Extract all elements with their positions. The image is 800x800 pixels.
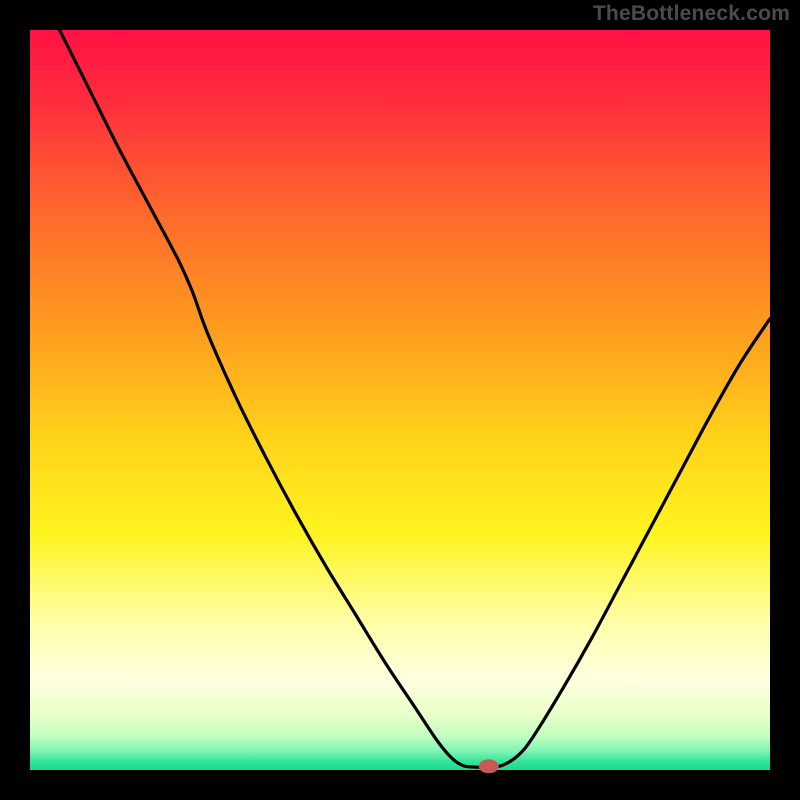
bottleneck-chart: [0, 0, 800, 800]
watermark-text: TheBottleneck.com: [593, 2, 790, 26]
chart-plot-area: [30, 30, 770, 770]
chart-frame: { "watermark": { "text": "TheBottleneck.…: [0, 0, 800, 800]
optimal-point-marker: [479, 759, 499, 773]
